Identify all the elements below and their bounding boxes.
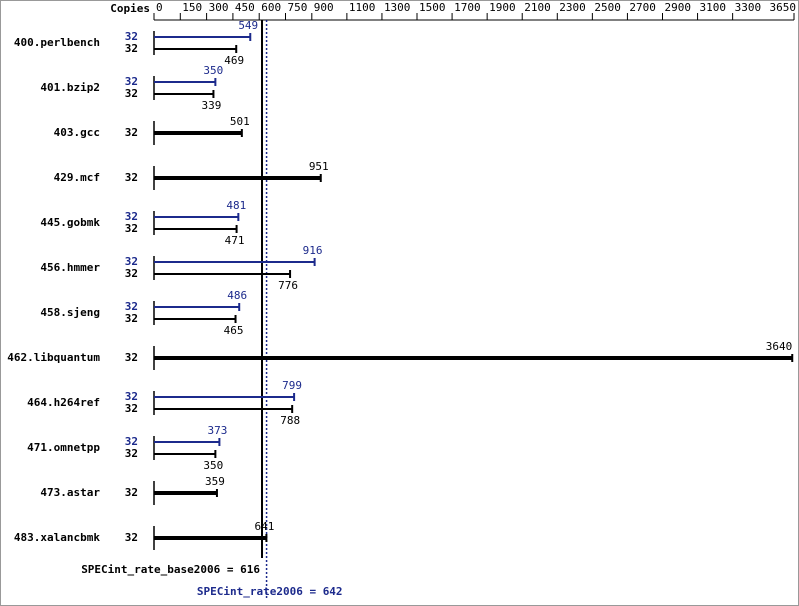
x-tick-label: 1700 bbox=[454, 1, 481, 14]
x-tick-label: 450 bbox=[235, 1, 255, 14]
copies-label: 32 bbox=[125, 390, 138, 403]
category-label: 401.bzip2 bbox=[40, 81, 100, 94]
category-label: 456.hmmer bbox=[40, 261, 100, 274]
copies-label: 32 bbox=[125, 312, 138, 325]
category-label: 403.gcc bbox=[54, 126, 100, 139]
value-label: 350 bbox=[203, 64, 223, 77]
copies-label: 32 bbox=[125, 42, 138, 55]
x-tick-label: 0 bbox=[156, 1, 163, 14]
category-label: 483.xalancbmk bbox=[14, 531, 100, 544]
copies-label: 32 bbox=[125, 531, 138, 544]
x-tick-label: 2100 bbox=[524, 1, 551, 14]
copies-label: 32 bbox=[125, 30, 138, 43]
value-label: 776 bbox=[278, 279, 298, 292]
value-label: 465 bbox=[224, 324, 244, 337]
copies-label: 32 bbox=[125, 435, 138, 448]
x-tick-label: 1100 bbox=[349, 1, 376, 14]
x-tick-label: 3650 bbox=[770, 1, 797, 14]
copies-label: 32 bbox=[125, 402, 138, 415]
copies-label: 32 bbox=[125, 486, 138, 499]
value-label: 481 bbox=[226, 199, 246, 212]
x-tick-label: 2300 bbox=[559, 1, 586, 14]
category-label: 429.mcf bbox=[54, 171, 100, 184]
copies-label: 32 bbox=[125, 351, 138, 364]
x-tick-label: 150 bbox=[182, 1, 202, 14]
x-tick-label: 2900 bbox=[664, 1, 691, 14]
copies-label: 32 bbox=[125, 255, 138, 268]
value-label: 916 bbox=[303, 244, 323, 257]
copies-label: 32 bbox=[125, 447, 138, 460]
x-tick-label: 3100 bbox=[700, 1, 727, 14]
x-tick-label: 600 bbox=[261, 1, 281, 14]
value-label: 486 bbox=[227, 289, 247, 302]
category-label: 464.h264ref bbox=[27, 396, 100, 409]
copies-label: 32 bbox=[125, 87, 138, 100]
value-label: 350 bbox=[203, 459, 223, 472]
x-tick-label: 900 bbox=[314, 1, 334, 14]
x-tick-label: 1500 bbox=[419, 1, 446, 14]
category-label: 473.astar bbox=[40, 486, 100, 499]
value-label: 469 bbox=[224, 54, 244, 67]
copies-label: 32 bbox=[125, 210, 138, 223]
x-tick-label: 750 bbox=[288, 1, 308, 14]
value-label: 641 bbox=[254, 520, 274, 533]
value-label: 951 bbox=[309, 160, 329, 173]
category-label: 445.gobmk bbox=[40, 216, 100, 229]
value-label: 3640 bbox=[766, 340, 793, 353]
x-tick-label: 300 bbox=[209, 1, 229, 14]
copies-header: Copies bbox=[110, 2, 150, 15]
copies-label: 32 bbox=[125, 300, 138, 313]
value-label: 373 bbox=[207, 424, 227, 437]
category-label: 462.libquantum bbox=[7, 351, 100, 364]
x-tick-label: 2500 bbox=[594, 1, 621, 14]
copies-label: 32 bbox=[125, 222, 138, 235]
value-label: 359 bbox=[205, 475, 225, 488]
x-tick-label: 3300 bbox=[735, 1, 762, 14]
x-tick-label: 1300 bbox=[384, 1, 411, 14]
category-label: 471.omnetpp bbox=[27, 441, 100, 454]
value-label: 339 bbox=[202, 99, 222, 112]
value-label: 788 bbox=[280, 414, 300, 427]
value-label: 549 bbox=[238, 19, 258, 32]
copies-label: 32 bbox=[125, 75, 138, 88]
reference-label: SPECint_rate2006 = 642 bbox=[197, 585, 343, 598]
value-label: 471 bbox=[225, 234, 245, 247]
copies-label: 32 bbox=[125, 126, 138, 139]
reference-label: SPECint_rate_base2006 = 616 bbox=[81, 563, 260, 576]
x-tick-label: 2700 bbox=[629, 1, 656, 14]
copies-label: 32 bbox=[125, 171, 138, 184]
category-label: 400.perlbench bbox=[14, 36, 100, 49]
value-label: 501 bbox=[230, 115, 250, 128]
copies-label: 32 bbox=[125, 267, 138, 280]
value-label: 799 bbox=[282, 379, 302, 392]
category-label: 458.sjeng bbox=[40, 306, 100, 319]
x-tick-label: 1900 bbox=[489, 1, 516, 14]
